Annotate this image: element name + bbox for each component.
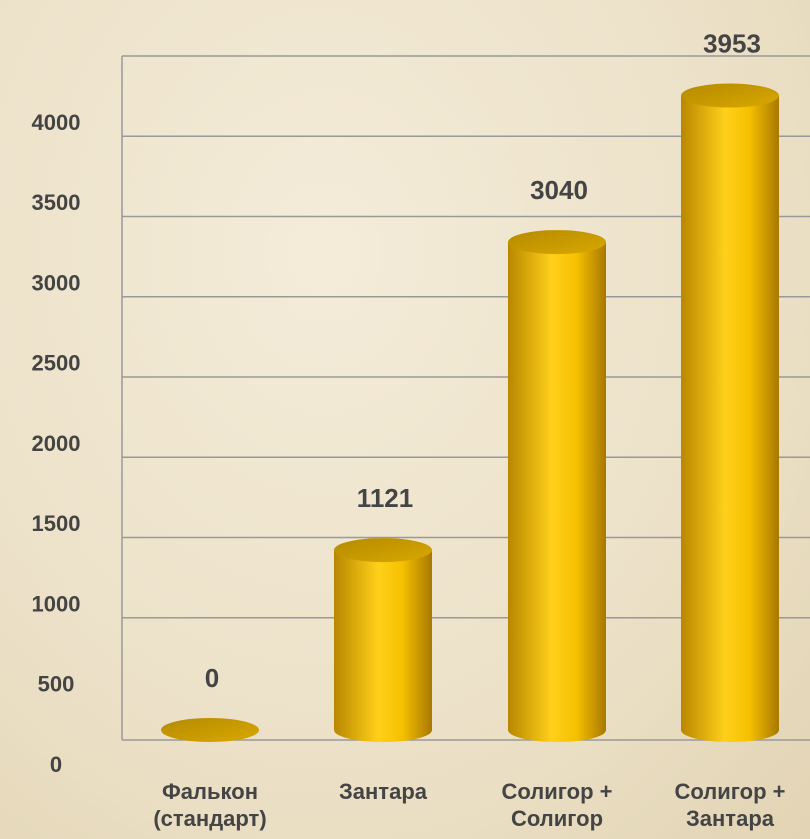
data-label: 3040 [530,175,588,205]
y-tick-label: 0 [50,752,62,777]
x-tick-label: Зантара [339,779,427,804]
bar-top [681,83,779,108]
bar [334,550,432,742]
x-tick-label: Солигор + Зантара [674,779,786,831]
bar [681,95,779,742]
x-tick-label: Солигор + Солигор [501,779,613,831]
y-tick-label: 2500 [32,351,81,376]
y-tick-label: 3000 [32,270,81,295]
data-label: 0 [205,663,219,693]
bar-top [161,718,259,742]
y-tick-label: 4000 [32,110,81,135]
data-label: 1121 [357,483,413,513]
bar [508,242,606,742]
y-tick-label: 3500 [32,190,81,215]
y-tick-label: 500 [38,672,75,697]
bar-top [508,230,606,255]
y-tick-label: 1500 [32,511,81,536]
data-label: 3953 [703,28,761,58]
bar-top [334,538,432,563]
x-tick-label: Фалькон (стандарт) [153,779,267,831]
y-tick-label: 1000 [32,591,81,616]
y-tick-label: 2000 [32,431,81,456]
